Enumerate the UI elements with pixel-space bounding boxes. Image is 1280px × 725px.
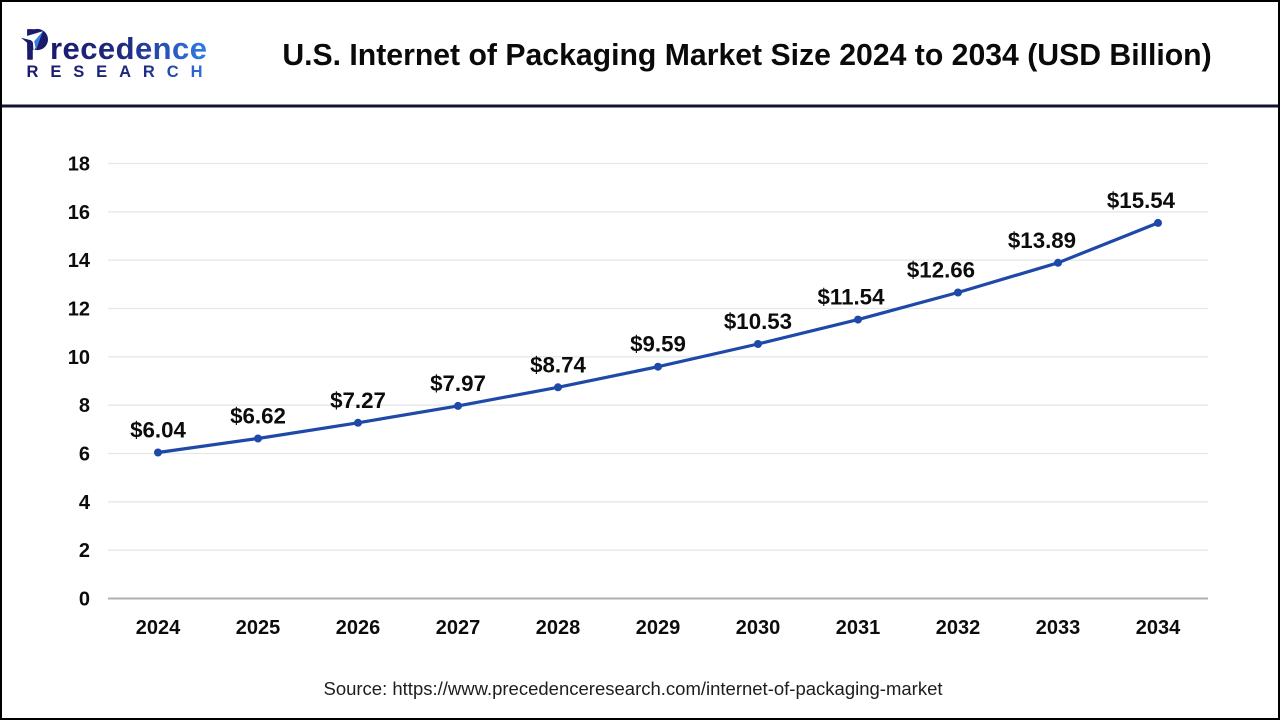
svg-text:$11.54: $11.54 <box>818 285 886 310</box>
svg-text:14: 14 <box>68 250 91 272</box>
svg-text:16: 16 <box>68 202 90 224</box>
svg-text:2027: 2027 <box>436 617 481 639</box>
svg-text:$7.97: $7.97 <box>430 371 486 396</box>
svg-text:2024: 2024 <box>136 617 181 639</box>
svg-text:2031: 2031 <box>836 617 881 639</box>
svg-text:$6.04: $6.04 <box>130 418 186 443</box>
svg-text:Source: https://www.precedence: Source: https://www.precedenceresearch.c… <box>323 678 942 699</box>
svg-text:2033: 2033 <box>1036 617 1081 639</box>
svg-text:$12.66: $12.66 <box>907 258 975 283</box>
svg-text:2026: 2026 <box>336 617 381 639</box>
svg-text:2028: 2028 <box>536 617 581 639</box>
svg-text:2: 2 <box>79 540 90 562</box>
svg-text:2032: 2032 <box>936 617 981 639</box>
svg-text:8: 8 <box>79 395 90 417</box>
svg-text:$15.54: $15.54 <box>1107 188 1176 213</box>
svg-text:2025: 2025 <box>236 617 281 639</box>
svg-text:12: 12 <box>68 299 90 321</box>
svg-text:10: 10 <box>68 347 90 369</box>
svg-text:6: 6 <box>79 444 90 466</box>
svg-text:$6.62: $6.62 <box>230 404 286 429</box>
svg-text:$7.27: $7.27 <box>330 388 386 413</box>
svg-text:0: 0 <box>79 589 90 611</box>
svg-text:RESEARCH: RESEARCH <box>27 63 214 81</box>
svg-text:$9.59: $9.59 <box>630 332 686 357</box>
svg-text:2029: 2029 <box>636 617 681 639</box>
svg-text:$13.89: $13.89 <box>1008 228 1076 253</box>
svg-text:2030: 2030 <box>736 617 781 639</box>
svg-text:4: 4 <box>79 492 91 514</box>
svg-text:recedence: recedence <box>50 31 207 66</box>
svg-text:$10.53: $10.53 <box>724 309 792 334</box>
svg-text:$8.74: $8.74 <box>530 352 586 377</box>
svg-text:2034: 2034 <box>1136 617 1181 639</box>
svg-text:U.S. Internet of Packaging Mar: U.S. Internet of Packaging Market Size 2… <box>282 39 1211 72</box>
svg-text:18: 18 <box>68 154 90 176</box>
